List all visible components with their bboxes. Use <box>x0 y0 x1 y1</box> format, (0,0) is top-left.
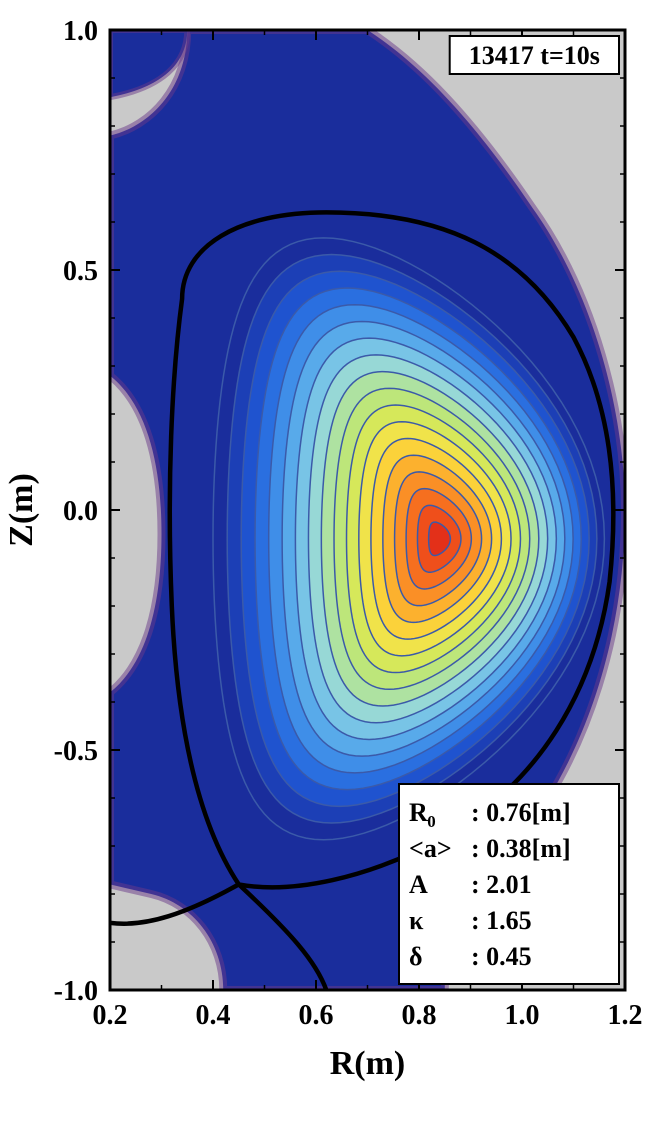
plasma-equilibrium-plot: 0.20.40.60.81.01.2-1.0-0.50.00.51.0R(m)Z… <box>0 0 665 1124</box>
x-tick-label: 0.8 <box>402 1000 437 1031</box>
x-tick-label: 1.2 <box>608 1000 643 1031</box>
param-symbol: δ <box>409 942 423 971</box>
y-axis-label: Z(m) <box>3 473 40 547</box>
param-symbol: κ <box>409 906 424 935</box>
param-symbol: R <box>409 798 428 827</box>
figure-container: 0.20.40.60.81.01.2-1.0-0.50.00.51.0R(m)Z… <box>0 0 665 1124</box>
x-axis-label: R(m) <box>330 1045 406 1082</box>
param-symbol: <a> <box>409 834 452 863</box>
y-tick-label: 1.0 <box>63 16 98 47</box>
param-value: : 0.38[m] <box>471 834 571 863</box>
param-value: : 0.45 <box>471 942 532 971</box>
x-tick-label: 0.4 <box>196 1000 231 1031</box>
param-value: : 1.65 <box>471 906 532 935</box>
param-symbol: A <box>409 870 428 899</box>
y-tick-label: 0.5 <box>63 256 98 287</box>
title-text: 13417 t=10s <box>469 41 600 70</box>
y-tick-label: -0.5 <box>54 736 98 767</box>
x-tick-label: 0.6 <box>299 1000 334 1031</box>
param-value: : 0.76[m] <box>471 798 571 827</box>
param-subscript: 0 <box>427 812 435 831</box>
param-value: : 2.01 <box>471 870 532 899</box>
y-tick-label: -1.0 <box>54 976 98 1007</box>
y-tick-label: 0.0 <box>63 496 98 527</box>
x-tick-label: 1.0 <box>505 1000 540 1031</box>
